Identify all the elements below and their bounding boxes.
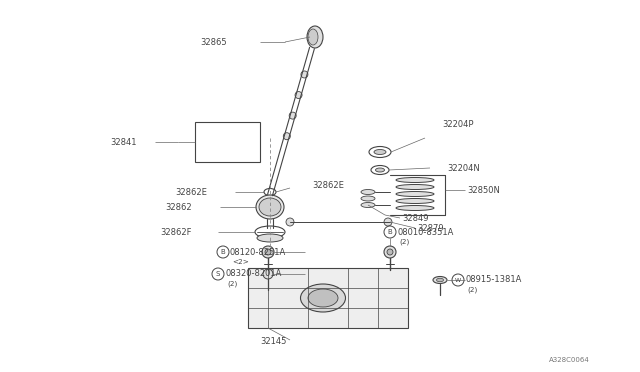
Text: 08120-8251A: 08120-8251A	[230, 247, 286, 257]
Circle shape	[452, 274, 464, 286]
Text: 32145: 32145	[260, 337, 286, 346]
Text: 32862E: 32862E	[312, 180, 344, 189]
Circle shape	[384, 218, 392, 226]
Text: W: W	[455, 278, 461, 282]
Text: 08915-1381A: 08915-1381A	[465, 276, 522, 285]
Ellipse shape	[257, 234, 283, 242]
Text: A328C0064: A328C0064	[549, 357, 590, 363]
Ellipse shape	[259, 198, 281, 216]
Text: <2>: <2>	[232, 259, 249, 265]
Text: (2): (2)	[227, 281, 237, 287]
Ellipse shape	[361, 196, 375, 201]
Text: 32862F: 32862F	[160, 228, 191, 237]
Ellipse shape	[301, 284, 346, 312]
Text: 32841: 32841	[110, 138, 136, 147]
Text: 32865: 32865	[200, 38, 227, 46]
Ellipse shape	[255, 226, 285, 238]
Circle shape	[212, 268, 224, 280]
Circle shape	[262, 246, 274, 258]
Text: 32849: 32849	[402, 214, 429, 222]
Ellipse shape	[371, 166, 389, 174]
Ellipse shape	[264, 189, 276, 196]
Circle shape	[301, 71, 308, 78]
Ellipse shape	[396, 192, 434, 196]
Text: 32204N: 32204N	[447, 164, 480, 173]
Circle shape	[384, 226, 396, 238]
Bar	[248, 268, 408, 328]
Ellipse shape	[374, 150, 386, 154]
Ellipse shape	[396, 185, 434, 189]
Ellipse shape	[376, 168, 385, 172]
Text: 32862: 32862	[165, 202, 191, 212]
Text: 32879: 32879	[417, 224, 444, 232]
Ellipse shape	[436, 278, 444, 282]
Circle shape	[289, 112, 296, 119]
Bar	[195, 122, 260, 162]
Circle shape	[286, 218, 294, 226]
Circle shape	[217, 246, 229, 258]
Text: B: B	[221, 249, 225, 255]
Circle shape	[265, 249, 271, 255]
Ellipse shape	[361, 202, 375, 208]
Ellipse shape	[396, 205, 434, 211]
Ellipse shape	[396, 199, 434, 203]
Ellipse shape	[307, 26, 323, 48]
Text: (2): (2)	[399, 239, 409, 245]
Ellipse shape	[369, 147, 391, 157]
Circle shape	[284, 133, 291, 140]
Ellipse shape	[433, 276, 447, 283]
Text: B: B	[388, 229, 392, 235]
Text: (2): (2)	[467, 287, 477, 293]
Circle shape	[295, 92, 302, 99]
Text: S: S	[216, 271, 220, 277]
Text: 08320-8201A: 08320-8201A	[225, 269, 282, 279]
Text: 32204P: 32204P	[442, 119, 474, 128]
Text: 08010-8351A: 08010-8351A	[397, 228, 453, 237]
Circle shape	[387, 249, 393, 255]
Ellipse shape	[361, 189, 375, 195]
Text: 32862E: 32862E	[175, 187, 207, 196]
Circle shape	[263, 269, 273, 279]
Circle shape	[384, 246, 396, 258]
Ellipse shape	[396, 177, 434, 183]
Text: 32850N: 32850N	[467, 186, 500, 195]
Ellipse shape	[308, 289, 338, 307]
Ellipse shape	[256, 195, 284, 219]
Ellipse shape	[308, 29, 318, 45]
